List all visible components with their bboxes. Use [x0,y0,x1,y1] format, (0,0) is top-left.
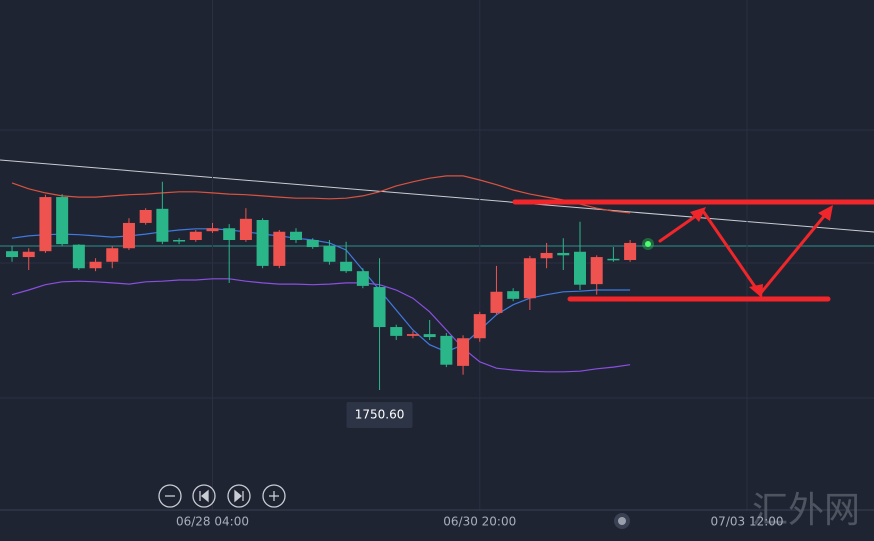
x-tick-label: 06/28 04:00 [176,515,249,529]
candle-body [106,248,119,262]
plot [6,0,748,510]
candle-body [440,335,453,365]
candle-body [206,228,219,232]
candle-body [340,261,353,272]
candle-body [139,210,152,223]
candle-body [490,291,503,313]
candle-body [223,228,236,240]
candle-body [39,197,52,252]
candle-body [256,220,269,266]
band-line [11,228,631,353]
low-label: 1750.60 [355,408,405,422]
candle-body [373,287,386,328]
arrow-head [818,205,833,221]
candle-body [624,242,637,260]
candle-body [457,338,470,366]
candle-body [273,231,286,266]
x-tick-label: 06/30 20:00 [443,515,516,529]
candle-body [406,334,419,336]
candle-body [390,327,403,336]
candle-body [89,261,102,269]
scroll-start-button[interactable] [192,484,216,508]
controls [158,484,286,508]
candle-body [22,251,35,258]
x-tick-label: 07/03 12:00 [711,515,784,529]
band-line [11,175,631,214]
scroll-handle-dot [618,517,626,525]
candle-body [540,252,553,259]
live-dot [645,241,651,247]
candle-body [122,222,135,249]
candle-body [173,240,186,242]
candle-body [573,251,586,285]
low-label-box [346,402,413,428]
zoom-in-button[interactable] [262,484,286,508]
arrow-head [690,207,706,222]
arrow-head [749,284,763,298]
candle-body [56,197,69,245]
candle-body [6,251,19,258]
candle-body [156,208,169,242]
band-line [11,278,631,373]
candle-body [239,218,252,240]
candle-body [423,334,436,338]
candle-body [290,231,303,240]
annotation [512,199,874,302]
candle-body [473,314,486,339]
candle-body [323,245,336,262]
watermark: 汇外网 [752,490,860,531]
zoom-out-button[interactable] [158,484,182,508]
candle-body [507,291,520,299]
candle-body [607,258,620,261]
candle-body [590,257,603,285]
candle-body [306,240,319,248]
candle-body [72,244,85,269]
arrow-path [658,207,832,297]
candle-body [523,258,536,299]
scroll-end-button[interactable] [227,484,251,508]
candle-body [189,231,202,240]
candle-body [356,271,369,286]
candle-body [557,252,570,256]
grid [0,129,874,399]
trend-line [0,159,874,233]
